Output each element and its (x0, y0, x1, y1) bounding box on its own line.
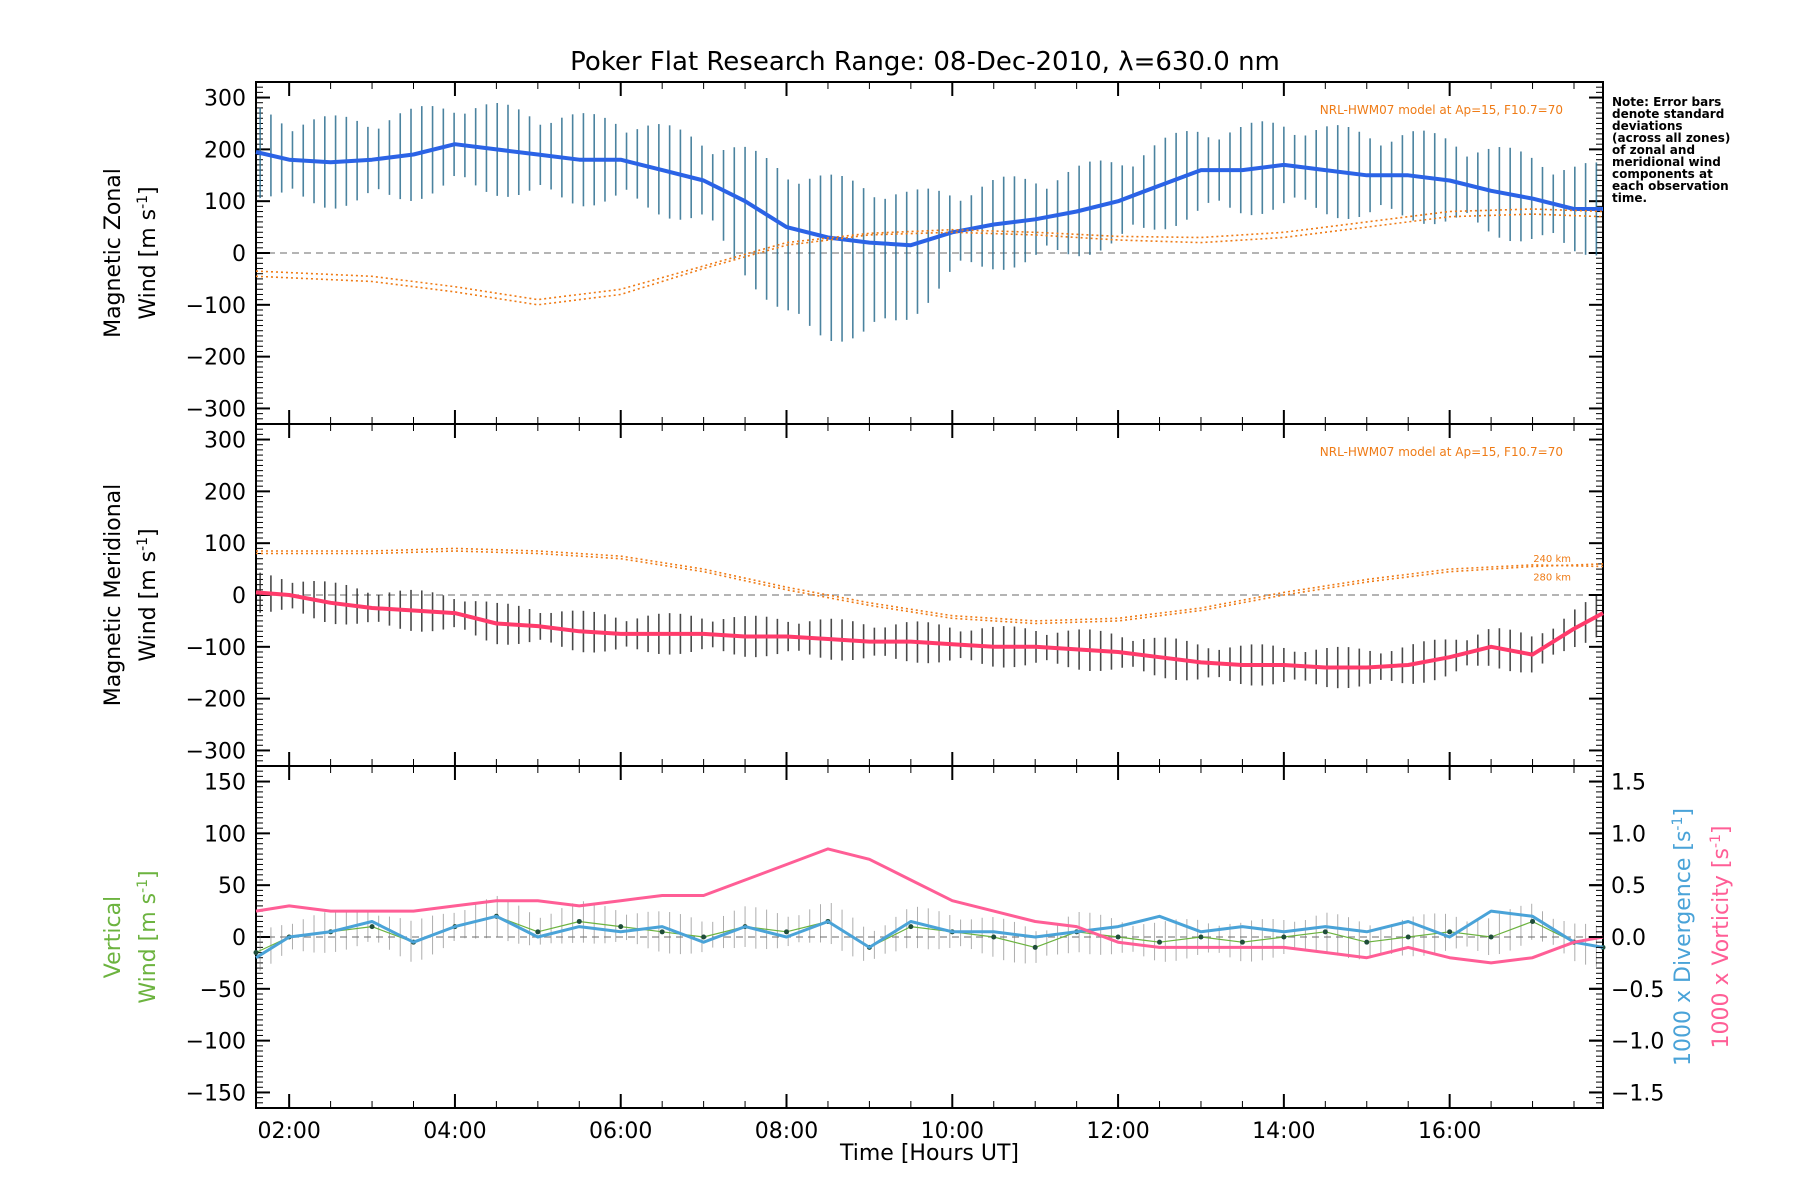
data-point (1488, 934, 1494, 940)
chart-title: Poker Flat Research Range: 08-Dec-2010, … (570, 47, 1280, 77)
y-tick-label: −100 (186, 294, 246, 319)
y-right-tick-label: 0.5 (1611, 874, 1646, 899)
y-tick-label: 300 (204, 87, 246, 112)
y-tick-label: 100 (204, 822, 246, 847)
series-model-280-km (255, 208, 1604, 301)
y-tick-label: −200 (186, 346, 246, 371)
data-point (253, 950, 259, 956)
y-tick-label: −300 (186, 397, 246, 422)
data-point (908, 924, 914, 930)
data-point (618, 924, 624, 930)
y-axis-label-line1: Magnetic Meridional (101, 484, 126, 706)
y-right-tick-label: −1.0 (1611, 1030, 1664, 1055)
data-point (1364, 939, 1370, 945)
panels: 300 200 100 0 −100 −200 −300 Magnetic Zonal Wind… (101, 81, 1734, 1166)
y-tick-label: 0 (232, 242, 246, 267)
data-point (535, 929, 541, 935)
y-axis-label-line2: Wind [m s-1] (135, 528, 161, 661)
note-line: each observation (1612, 179, 1729, 193)
data-point (784, 929, 790, 935)
note-line: components at (1612, 167, 1713, 181)
data-point (1115, 934, 1121, 940)
series-model-280-km (256, 547, 1604, 622)
model-altitude-label: 280 km (1533, 573, 1571, 584)
data-point (1405, 934, 1411, 940)
note-line: (across all zones) (1612, 131, 1731, 145)
x-tick-label: 08:00 (755, 1119, 818, 1144)
y-right-tick-label: −0.5 (1611, 978, 1664, 1003)
y-axis-label-line2: Wind [m s-1] (135, 870, 161, 1003)
y-tick-label: −100 (186, 1030, 246, 1055)
data-point (1322, 929, 1328, 935)
note-text: Note: Error bars denote standard deviati… (1612, 96, 1782, 204)
right-axis-label-vorticity: 1000 x Vorticity [s-1] (1708, 825, 1734, 1048)
note-line: deviations (1612, 119, 1683, 133)
right-axis-label-divergence: 1000 x Divergence [s-1] (1670, 808, 1696, 1066)
note-line: time. (1612, 191, 1648, 205)
data-point (701, 934, 707, 940)
y-tick-label: −100 (186, 636, 246, 661)
series-meridional-wind (255, 590, 1604, 670)
data-point (1530, 918, 1536, 924)
data-point (1032, 944, 1038, 950)
panel-vertical: 150 100 50 0 −50 −100 −150 Vertical Wind [m s-1]… (101, 765, 1734, 1166)
y-tick-label: 100 (204, 190, 246, 215)
y-right-tick-label: 0.0 (1611, 926, 1646, 951)
y-right-tick-label: 1.0 (1611, 822, 1646, 847)
y-axis-label-line1: Vertical (101, 896, 126, 978)
y-tick-label: 0 (232, 926, 246, 951)
y-tick-label: 200 (204, 480, 246, 505)
y-tick-label: −200 (186, 688, 246, 713)
x-tick-label: 04:00 (423, 1119, 486, 1144)
y-tick-label: −300 (186, 739, 246, 764)
y-tick-label: 50 (218, 874, 246, 899)
note-line: meridional wind (1612, 155, 1721, 169)
note-line: denote standard (1612, 107, 1725, 121)
y-right-tick-label: −1.5 (1611, 1081, 1664, 1106)
series-zonal-wind (255, 142, 1603, 248)
y-axis-label-line1: Magnetic Zonal (101, 168, 126, 338)
data-point (576, 918, 582, 924)
data-point (991, 934, 997, 940)
y-tick-label: 100 (204, 532, 246, 557)
note-line: of zonal and (1612, 143, 1696, 157)
model-label: NRL-HWM07 model at Ap=15, F10.7=70 (1320, 445, 1563, 459)
series-1000-x-vorticity (255, 847, 1604, 965)
y-tick-label: 300 (204, 429, 246, 454)
y-tick-label: −150 (186, 1081, 246, 1106)
model-label: NRL-HWM07 model at Ap=15, F10.7=70 (1320, 103, 1563, 117)
series-model-240-km (255, 213, 1604, 306)
x-tick-label: 06:00 (589, 1119, 652, 1144)
model-altitude-label: 240 km (1533, 554, 1571, 565)
x-tick-label: 10:00 (921, 1119, 984, 1144)
series-1000-x-divergence (255, 909, 1604, 959)
y-tick-label: −50 (200, 978, 246, 1003)
data-point (1239, 939, 1245, 945)
data-point (659, 929, 665, 935)
panel-meridional: 300 200 100 0 −100 −200 −300 Magnetic Meridiona… (101, 423, 1604, 767)
series-vertical-wind (255, 915, 1604, 954)
data-point (1157, 939, 1163, 945)
y-tick-label: 0 (232, 584, 246, 609)
x-tick-label: 14:00 (1252, 1119, 1315, 1144)
data-point (1198, 934, 1204, 940)
data-point (369, 924, 375, 930)
x-tick-label: 16:00 (1418, 1119, 1481, 1144)
x-tick-label: 12:00 (1086, 1119, 1149, 1144)
y-tick-label: 150 (204, 771, 246, 796)
series-model-240-km (256, 550, 1604, 625)
y-tick-label: 200 (204, 138, 246, 163)
data-point (1447, 929, 1453, 935)
y-axis-label-line2: Wind [m s-1] (135, 186, 161, 319)
note-line: Note: Error bars (1612, 95, 1722, 109)
data-point (1281, 934, 1287, 940)
x-tick-label: 02:00 (257, 1119, 320, 1144)
panel-zonal: 300 200 100 0 −100 −200 −300 Magnetic Zonal Wind… (101, 81, 1604, 425)
y-right-tick-label: 1.5 (1611, 771, 1646, 796)
x-axis-label: Time [Hours UT] (839, 1141, 1019, 1166)
